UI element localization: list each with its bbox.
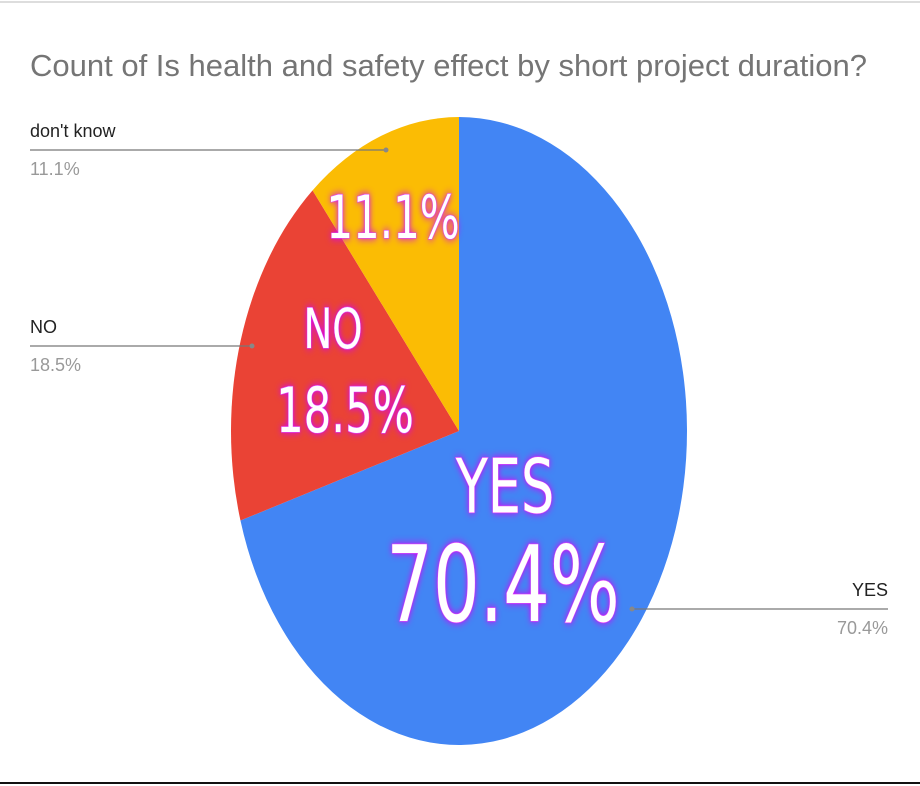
chart-title: Count of Is health and safety effect by … (30, 48, 867, 83)
slice-label-value: 18.5% (276, 374, 414, 447)
callout-label: NO (30, 317, 57, 337)
pie-slice (240, 117, 687, 746)
callout-value: 18.5% (30, 355, 81, 375)
slice-label-name: YES (455, 444, 554, 531)
pie-slice (312, 117, 459, 431)
callout-label: YES (852, 580, 888, 600)
callout-value: 70.4% (837, 618, 888, 638)
callout-label: don't know (30, 121, 116, 141)
callout-value: 11.1% (30, 159, 80, 179)
slice-label-value: 11.1% (326, 184, 459, 254)
pie-slice (231, 190, 459, 521)
callout-dot (629, 606, 635, 612)
callout-dot (249, 343, 255, 349)
slice-label-name: NO (303, 298, 362, 362)
slice-label-value: 70.4% (386, 525, 619, 647)
callout-dot (383, 147, 389, 153)
